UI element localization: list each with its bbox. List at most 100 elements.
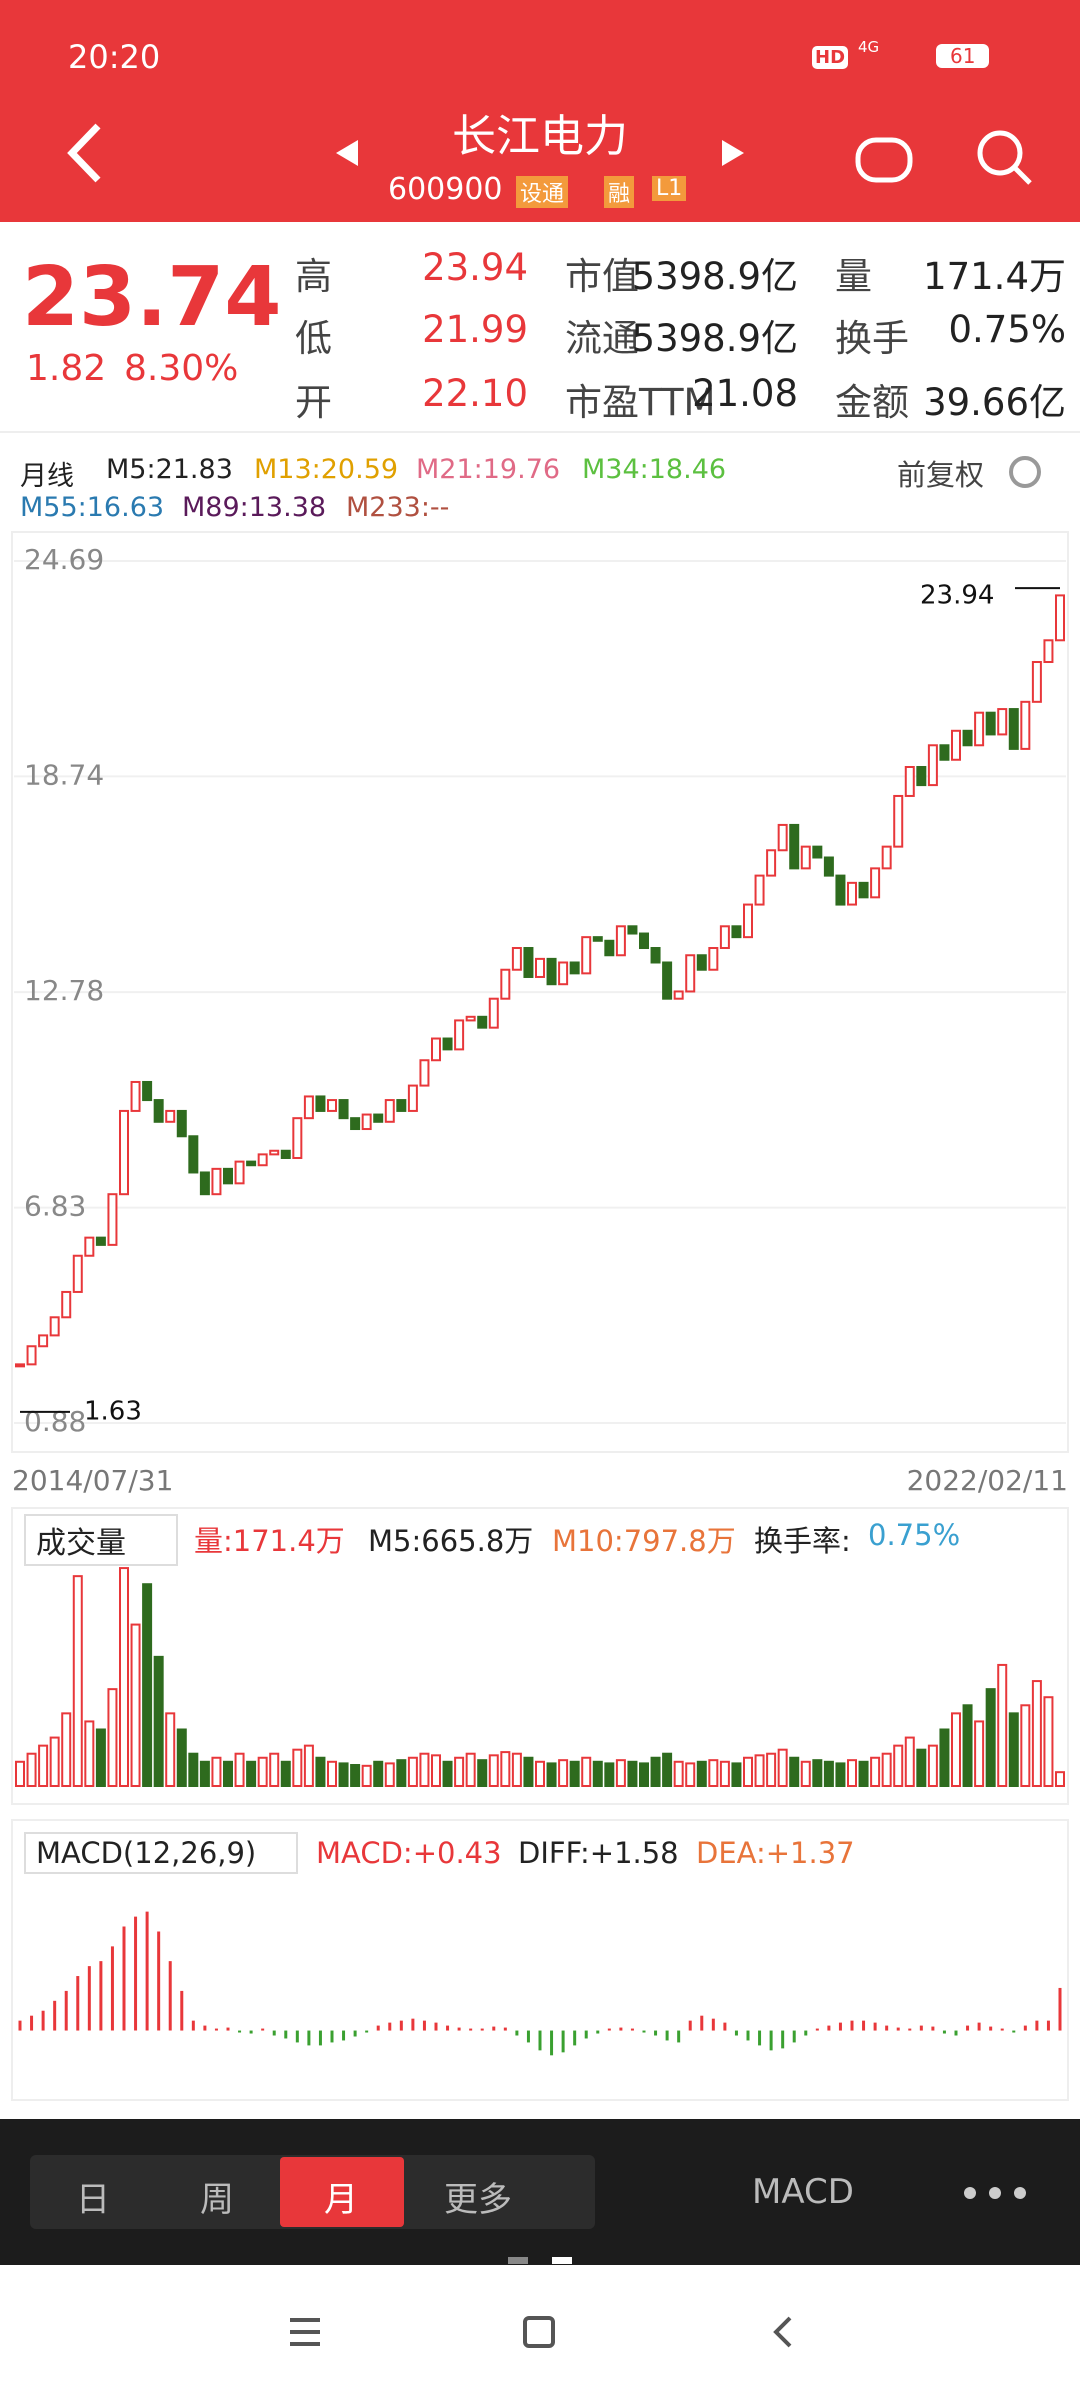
candle [777, 823, 788, 852]
quote-label: 低 [295, 317, 332, 360]
candle [523, 947, 534, 978]
volume-bar [407, 1756, 418, 1787]
y-tick-label: 0.88 [24, 1405, 86, 1438]
status-net: 4G [858, 38, 880, 56]
volume-bar [870, 1756, 881, 1787]
volume-bar [1020, 1704, 1031, 1788]
volume-bar [257, 1756, 268, 1787]
macd-menu[interactable]: MACD(12,26,9) [24, 1832, 299, 1874]
volume-menu[interactable]: 成交量 [24, 1514, 178, 1566]
volume-bar [823, 1760, 834, 1788]
volume-bar [1055, 1771, 1065, 1787]
quote-value: 21.99 [422, 308, 528, 351]
prev-icon[interactable] [336, 140, 358, 166]
volume-bar [985, 1688, 996, 1787]
nav-home[interactable] [523, 2316, 555, 2348]
more-dot [989, 2187, 1001, 2199]
more-dot[interactable] [964, 2187, 976, 2199]
tag: L1 [652, 176, 687, 201]
quote-value: 5398.9亿 [631, 317, 798, 360]
volume-bar [465, 1752, 476, 1787]
quote-value: 171.4万 [923, 255, 1066, 298]
period-tab[interactable]: 更多 [444, 2180, 512, 2220]
volume-bar [673, 1760, 684, 1788]
turnover-label: 换手率: [754, 1524, 851, 1558]
candle [569, 961, 580, 975]
ma-label: M233:-- [346, 492, 450, 523]
ma-label: M13:20.59 [254, 454, 399, 485]
candle [893, 794, 904, 848]
volume-bar [511, 1752, 522, 1787]
nav-menu[interactable] [290, 2318, 320, 2346]
candle [731, 925, 742, 939]
volume-bar [754, 1754, 765, 1788]
indicator-button[interactable]: MACD [752, 2172, 854, 2212]
candle [916, 765, 927, 787]
candle [927, 744, 938, 787]
volume-bar [650, 1756, 661, 1787]
candle [176, 1109, 187, 1138]
volume-bar [893, 1744, 904, 1787]
volume-bar [685, 1762, 696, 1788]
chart-frame [11, 531, 1069, 1453]
volume-bar [719, 1760, 730, 1788]
candle [130, 1080, 141, 1112]
candle [292, 1117, 303, 1159]
ma-label: M55:16.63 [20, 492, 165, 523]
candle [1008, 708, 1019, 750]
back-icon[interactable] [67, 123, 101, 183]
candle [15, 1363, 25, 1368]
candle [708, 947, 719, 971]
volume-bar [107, 1688, 118, 1787]
period-tab[interactable]: 周 [200, 2180, 234, 2220]
candle [581, 936, 592, 975]
y-tick-label: 12.78 [24, 974, 104, 1007]
volume-label: 量:171.4万 [194, 1524, 345, 1558]
candle [384, 1099, 395, 1123]
volume-bar [188, 1752, 199, 1787]
volume-bar [639, 1762, 649, 1788]
candle [823, 856, 834, 877]
volume-bar [61, 1712, 72, 1788]
volume-bar [835, 1762, 846, 1788]
candle [315, 1095, 326, 1112]
volume-bar [327, 1760, 337, 1788]
candle [974, 711, 985, 747]
robot-icon[interactable] [855, 137, 913, 183]
volume-bar [777, 1748, 788, 1788]
volume-bar [962, 1704, 973, 1788]
volume-bar [477, 1759, 488, 1787]
candle [165, 1109, 176, 1123]
volume-bar [26, 1752, 37, 1787]
quote-value: 22.10 [422, 372, 528, 415]
candle [615, 925, 626, 957]
price-change: 1.82 [26, 348, 107, 389]
volume-frame [11, 1507, 1069, 1805]
period-tab[interactable]: 日 [76, 2180, 110, 2220]
search-icon[interactable] [977, 130, 1023, 176]
volume-bar [431, 1754, 441, 1788]
period-tab[interactable]: 月 [324, 2180, 358, 2220]
volume-bar [904, 1736, 915, 1787]
settings-icon[interactable] [1009, 456, 1041, 488]
volume-bar [361, 1764, 372, 1787]
candle [858, 881, 869, 899]
status-time: 20:20 [68, 38, 161, 76]
candle [269, 1149, 280, 1156]
volume-bar [997, 1663, 1008, 1788]
adjust[interactable]: 前复权 [897, 458, 985, 492]
quote-label: 开 [295, 381, 332, 424]
turnover: 0.75% [868, 1518, 961, 1552]
nav-back[interactable] [773, 2316, 792, 2348]
ma-label: M89:13.38 [182, 492, 327, 523]
volume-bar [95, 1728, 106, 1787]
quote-label: 流通 [565, 317, 639, 360]
volume-bar [939, 1728, 950, 1787]
candle [800, 845, 811, 870]
candle [396, 1099, 407, 1112]
candle [61, 1290, 72, 1319]
search-icon [1013, 166, 1032, 185]
volume-bar [199, 1760, 210, 1788]
next-icon[interactable] [722, 140, 744, 166]
